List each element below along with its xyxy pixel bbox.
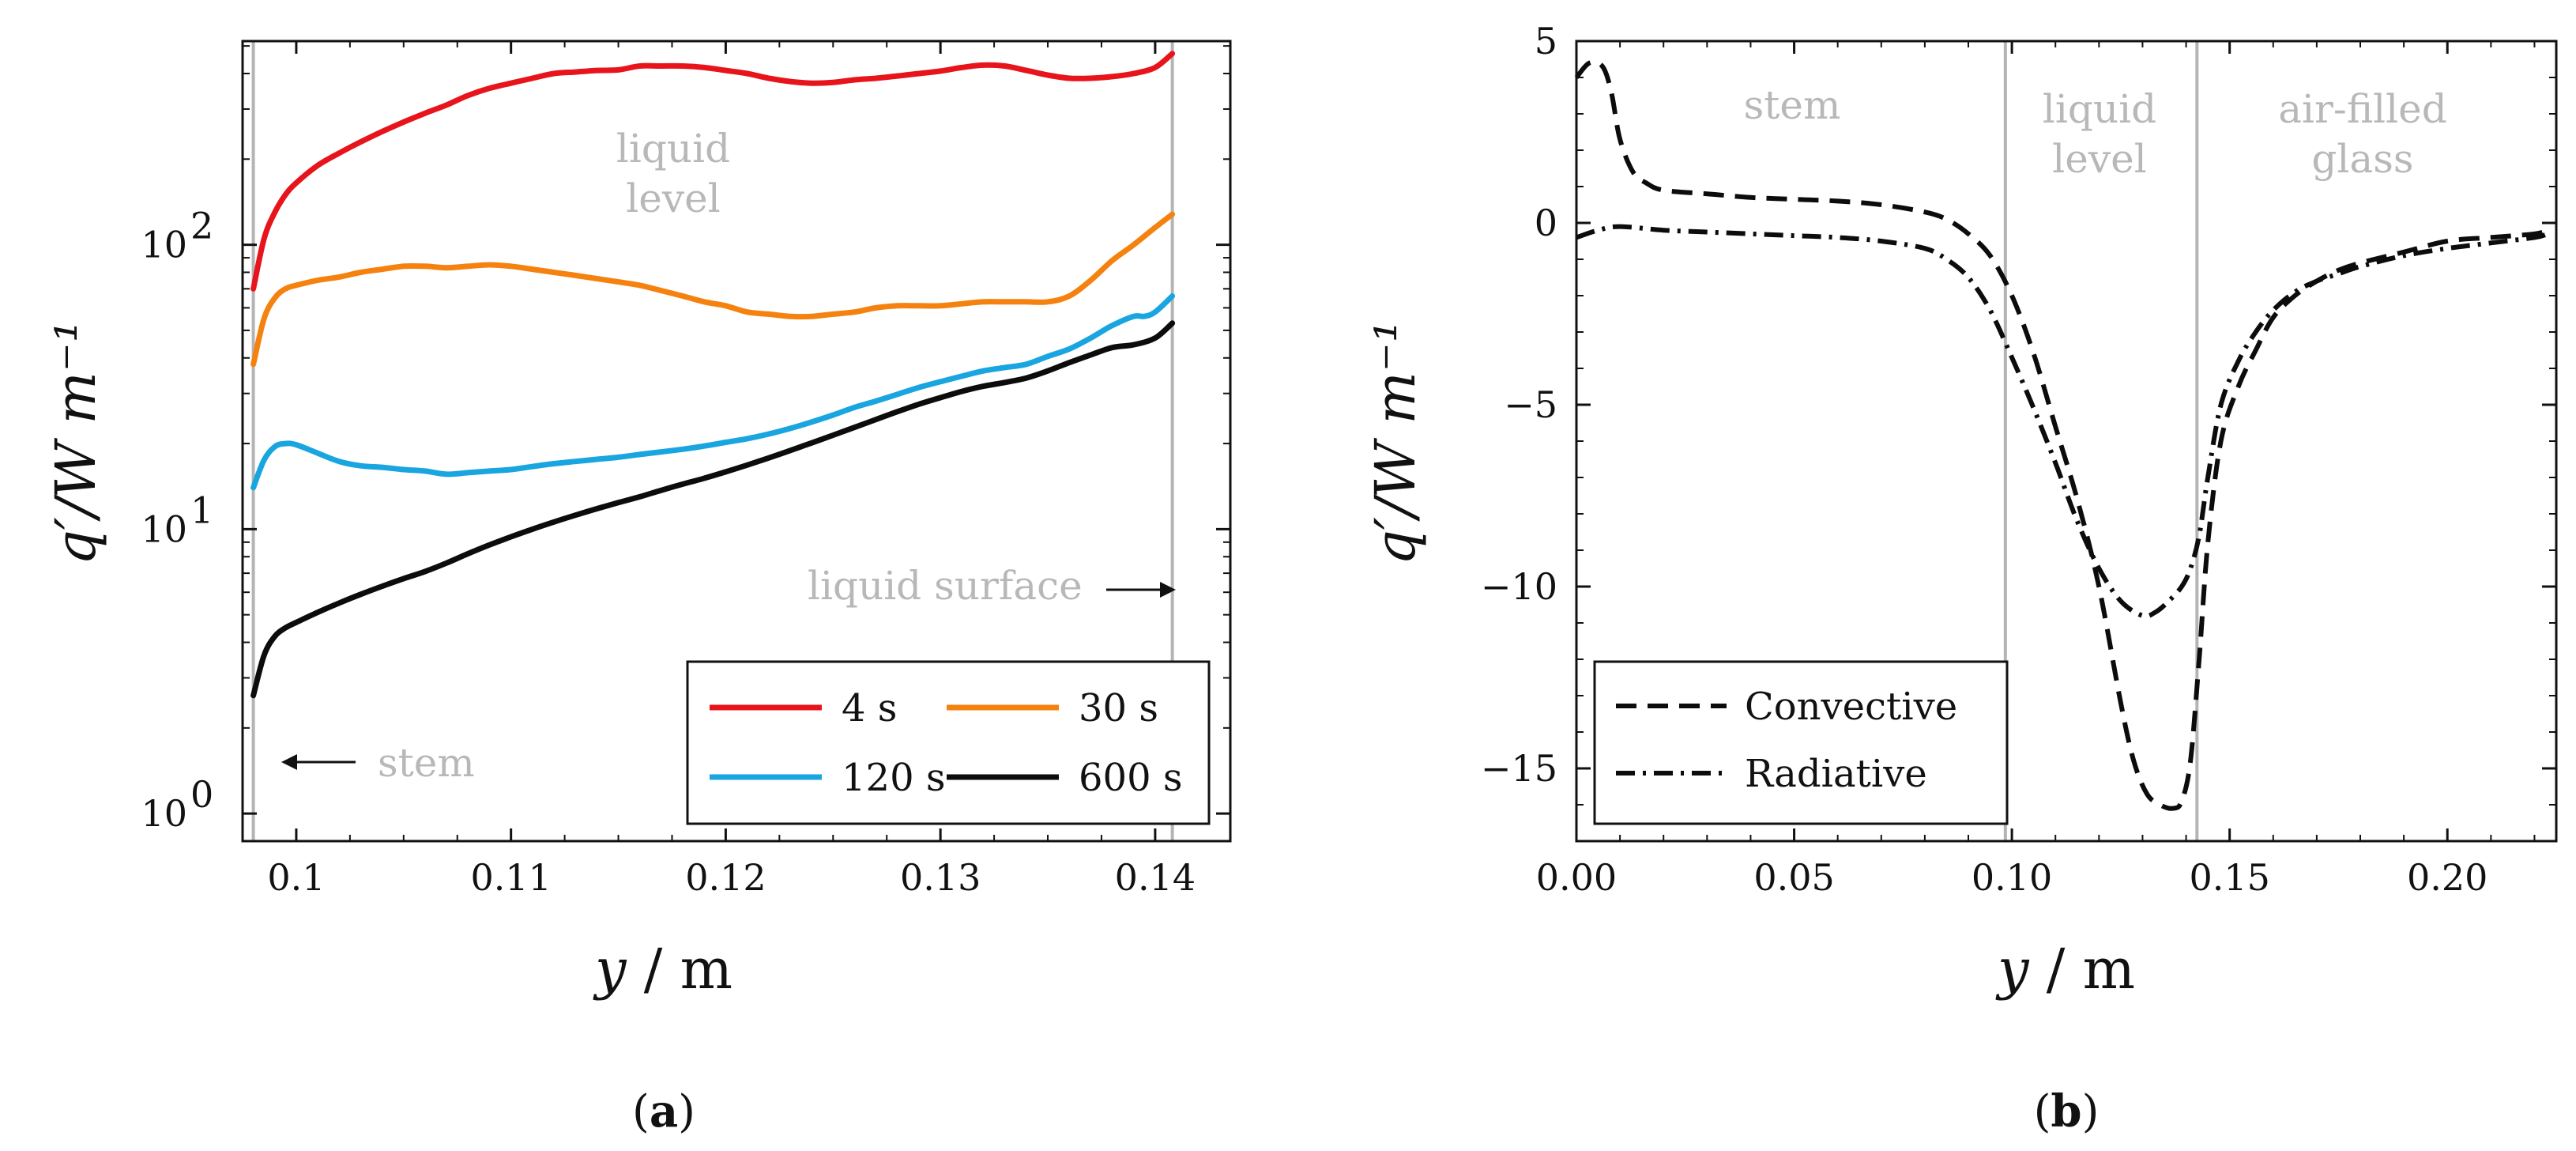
panel-a-stem-label: stem	[378, 740, 475, 786]
panel-b-plot-frame	[1575, 40, 2558, 843]
y-tick-label: 10	[141, 792, 187, 835]
y-tick-label: 5	[1535, 20, 1557, 62]
panel-b: 0.00 0.05 0.10 0.15 0.20 5 0 −5 −10 −15 stem liqu…	[1363, 20, 2558, 1138]
x-tick-label: 0.13	[900, 856, 981, 899]
x-tick-label: 0.14	[1115, 856, 1196, 899]
panel-a-label: (a)	[632, 1085, 695, 1138]
legend-label-600s: 600 s	[1079, 756, 1183, 800]
panel-b-liquid-level-label-2: level	[2052, 136, 2146, 182]
series-line-radiative	[1576, 224, 2548, 619]
legend-box	[1593, 660, 2009, 825]
y-tick-label: −5	[1504, 383, 1557, 426]
series-line-600s	[250, 320, 1176, 699]
x-tick-label: 0.00	[1536, 856, 1617, 899]
x-tick-label: 0.12	[685, 856, 766, 899]
y-tick-label: −10	[1481, 565, 1557, 608]
y-tick-exponent: 2	[190, 205, 213, 247]
stem-arrow	[281, 754, 356, 770]
x-tick-label: 0.20	[2407, 856, 2487, 899]
series-line-30s	[250, 211, 1176, 368]
x-tick-label: 0.1	[267, 856, 325, 899]
liquid-surface-arrow	[1106, 582, 1176, 598]
panel-b-air-filled-label-2: glass	[2311, 136, 2413, 182]
panel-b-y-axis-label: q′/W m⁻¹	[1363, 320, 1428, 565]
panel-a-liquid-surface-label: liquid surface	[808, 563, 1083, 609]
panel-a-x-axis-label: y / m	[593, 937, 733, 1002]
x-tick-label: 0.11	[470, 856, 551, 899]
x-tick-label: 0.10	[1972, 856, 2052, 899]
panel-b-x-axis-label: y / m	[1995, 937, 2135, 1002]
x-tick-label: 0.15	[2189, 856, 2269, 899]
y-tick-label: 10	[141, 224, 187, 266]
y-tick-exponent: 0	[190, 773, 213, 816]
x-tick-label: 0.05	[1753, 856, 1834, 899]
panel-a-y-axis-label: q′/W m⁻¹	[43, 320, 108, 565]
panel-b-legend: Convective Radiative	[1593, 660, 2009, 825]
panel-a-plot-frame	[241, 40, 1232, 843]
series-line-convective	[1574, 59, 2549, 811]
legend-label-30s: 30 s	[1079, 686, 1158, 730]
legend-label-radiative: Radiative	[1745, 752, 1927, 796]
panel-a-legend: 4 s 30 s 120 s 600 s	[686, 660, 1211, 825]
series-line-4s	[250, 51, 1176, 292]
panel-a-liquid-level-label-1: liquid	[616, 126, 730, 172]
legend-box	[686, 660, 1211, 825]
panel-a-liquid-level-label-2: level	[626, 175, 720, 221]
legend-label-4s: 4 s	[842, 686, 897, 730]
y-tick-label: 10	[141, 508, 187, 550]
panel-b-label: (b)	[2034, 1085, 2100, 1138]
panel-b-stem-label: stem	[1744, 82, 1841, 128]
panel-b-air-filled-label-1: air-filled	[2278, 86, 2447, 132]
series-line-120s	[250, 293, 1176, 491]
y-tick-label: 0	[1535, 202, 1557, 244]
panel-b-liquid-level-label-1: liquid	[2043, 86, 2156, 132]
y-tick-exponent: 1	[190, 489, 213, 531]
y-tick-label: −15	[1481, 747, 1557, 790]
legend-label-120s: 120 s	[842, 756, 946, 800]
legend-label-convective: Convective	[1745, 685, 1957, 729]
